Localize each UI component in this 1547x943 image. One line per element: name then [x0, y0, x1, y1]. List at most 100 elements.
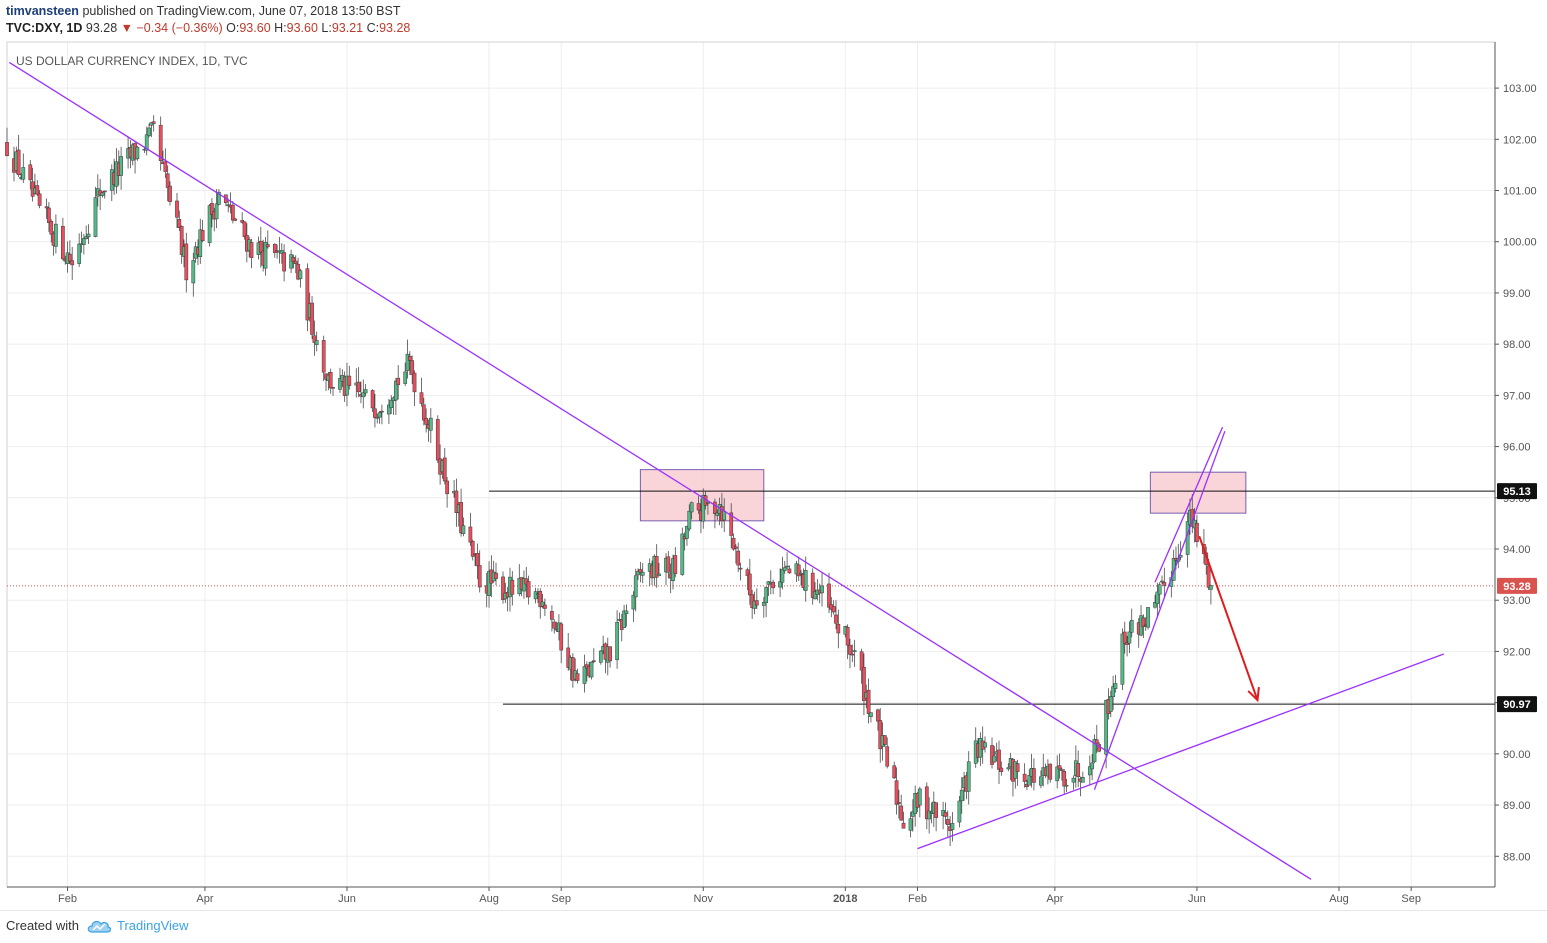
projection-arrow[interactable] — [1198, 535, 1260, 703]
candle-up — [1108, 696, 1113, 712]
trendlines[interactable] — [8, 61, 1444, 880]
candle-down — [44, 206, 49, 209]
candle-down — [61, 226, 65, 260]
candle-down — [442, 457, 447, 482]
time-tick-label: 2018 — [833, 893, 857, 905]
candle-up — [263, 241, 268, 269]
candle-up — [908, 818, 913, 831]
candle-up — [298, 270, 303, 280]
arrow-shaft[interactable] — [1198, 535, 1259, 701]
trendline[interactable] — [917, 653, 1444, 850]
candle-up — [86, 233, 91, 238]
candle-up — [147, 127, 151, 136]
author-link[interactable]: timvansteen — [6, 4, 79, 18]
candle-up — [428, 417, 433, 431]
candle-down — [165, 173, 170, 188]
candle-down — [731, 537, 736, 550]
grid — [7, 42, 1495, 887]
candle-down — [550, 611, 554, 620]
price-tick-label: 102.00 — [1503, 134, 1537, 146]
candle-down — [477, 565, 482, 588]
candle-up — [21, 167, 26, 180]
candle-down — [885, 746, 890, 767]
time-tick-label: Aug — [1329, 893, 1349, 905]
candle-up — [701, 494, 706, 522]
resistance-zone[interactable] — [1149, 471, 1247, 514]
candle-down — [331, 387, 335, 389]
candle-down — [866, 689, 871, 715]
arrow-head[interactable] — [1247, 687, 1260, 703]
candle-down — [445, 480, 449, 495]
last-price-label-bg — [1497, 577, 1537, 594]
candle-up — [761, 601, 766, 606]
candle-up — [1155, 591, 1160, 604]
publish-info: published on TradingView.com, June 07, 2… — [82, 4, 401, 18]
candle-down — [878, 720, 883, 750]
candle-up — [1064, 784, 1069, 787]
candle-down — [1032, 768, 1036, 783]
candle-up — [119, 156, 123, 176]
change-value: ▼ −0.34 (−0.36%) — [120, 21, 223, 35]
candle-down — [831, 606, 836, 613]
tradingview-cloud-icon[interactable] — [86, 917, 112, 935]
candle-down — [293, 260, 298, 265]
price-axis[interactable]: 88.0089.0090.0091.0092.0093.0094.0095.00… — [1495, 83, 1537, 863]
candle-down — [328, 371, 333, 389]
candle-down — [934, 802, 938, 818]
trendline[interactable] — [1093, 430, 1226, 790]
candle-down — [850, 653, 855, 656]
price-labels: 95.13 90.97 93.28 — [1497, 483, 1537, 713]
candle-up — [1080, 776, 1085, 783]
candle-down — [179, 226, 184, 255]
trendline[interactable] — [1154, 426, 1224, 583]
candle-down — [175, 200, 179, 218]
price-tick-label: 89.00 — [1503, 800, 1531, 812]
candle-up — [375, 417, 380, 419]
candle-down — [810, 572, 815, 598]
candle-down — [163, 161, 168, 172]
price-tick-label: 103.00 — [1503, 83, 1537, 95]
candle-down — [396, 377, 401, 386]
candle-up — [803, 570, 808, 591]
candle-down — [258, 240, 263, 253]
price-tick-label: 88.00 — [1503, 851, 1531, 863]
candle-down — [410, 360, 415, 375]
candle-up — [1111, 686, 1115, 698]
candle-down — [305, 268, 310, 321]
last-price-label: 93.28 — [1503, 581, 1531, 593]
candle-down — [848, 644, 852, 655]
candle-up — [93, 197, 98, 237]
time-axis[interactable]: Feb Apr Jun Aug Sep Nov 2018 Feb Apr Jun Aug Sep — [58, 887, 1421, 905]
candle-up — [966, 761, 971, 792]
time-tick-label: Jun — [1188, 893, 1206, 905]
price-tick-label: 94.00 — [1503, 544, 1531, 556]
ohlc-line: TVC:DXY, 1D 93.28 ▼ −0.34 (−0.36%) O:93.… — [6, 20, 410, 37]
candle-down — [899, 805, 904, 821]
candle-down — [666, 556, 671, 573]
candle-up — [217, 191, 221, 205]
candle-up — [598, 650, 603, 663]
candle-up — [1092, 739, 1097, 763]
candle-up — [214, 203, 219, 220]
price-tick-label: 90.00 — [1503, 749, 1531, 761]
tradingview-link[interactable]: TradingView — [117, 918, 189, 933]
candle-up — [631, 594, 636, 610]
price-tick-label: 100.00 — [1503, 237, 1537, 249]
candle-down — [754, 600, 759, 606]
candle-up — [685, 525, 689, 539]
low-label: L: — [321, 21, 332, 35]
price-tick-label: 98.00 — [1503, 339, 1531, 351]
candle-down — [158, 124, 163, 161]
candle-up — [1087, 766, 1092, 776]
candle-up — [81, 238, 86, 245]
candle-up — [135, 146, 140, 160]
time-tick-label: Nov — [693, 893, 713, 905]
candle-down — [997, 749, 1001, 770]
trendline[interactable] — [8, 61, 1312, 880]
candle-down — [510, 579, 515, 595]
candle-up — [191, 260, 196, 284]
candle-up — [533, 591, 538, 600]
price-chart[interactable]: US DOLLAR CURRENCY INDEX, 1D, TVC 88.00 8… — [0, 0, 1547, 910]
candle-down — [771, 581, 775, 589]
candle-up — [687, 510, 692, 530]
